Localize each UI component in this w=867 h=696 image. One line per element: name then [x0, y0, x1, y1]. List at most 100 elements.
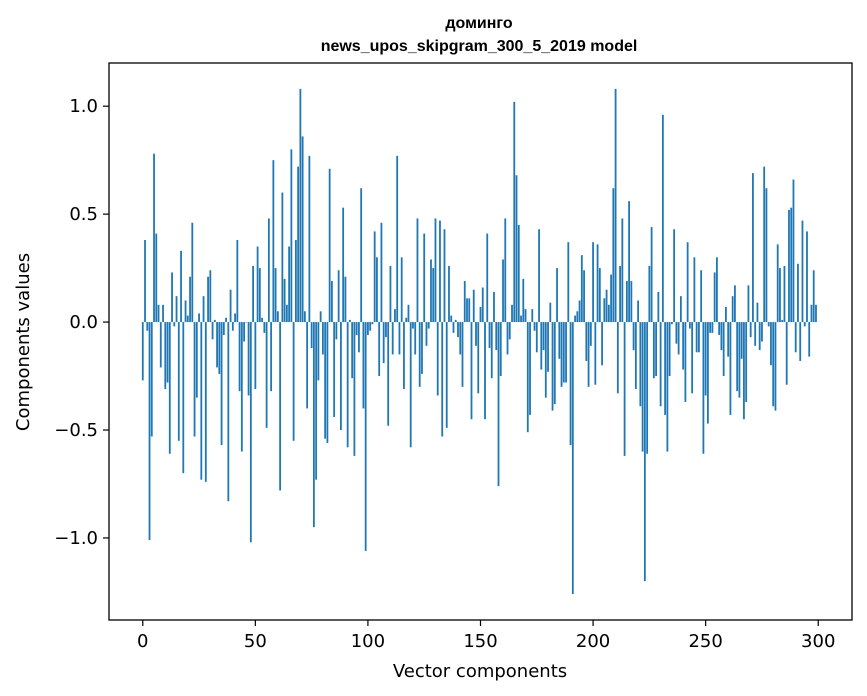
bar [522, 278, 525, 323]
bar [153, 153, 155, 323]
bar [229, 289, 232, 323]
bar [538, 229, 540, 323]
bar [243, 322, 245, 342]
bar [443, 229, 446, 323]
bar [396, 155, 399, 323]
bar [691, 322, 694, 394]
x-tick-label: 0 [137, 631, 148, 652]
bar [808, 322, 811, 357]
bar [535, 322, 538, 353]
bar [758, 322, 761, 351]
bar [301, 136, 304, 323]
x-axis-label: Vector components [393, 661, 567, 682]
bar [439, 220, 441, 323]
bar [213, 319, 216, 323]
bar [389, 265, 392, 323]
bar [727, 322, 730, 357]
bar [801, 220, 804, 323]
bar [729, 322, 732, 415]
bar [407, 304, 410, 323]
bar [740, 322, 743, 359]
y-tick-label: 0.0 [69, 312, 98, 333]
bar [526, 322, 529, 433]
bar [252, 265, 254, 323]
bar [637, 300, 640, 323]
y-axis-label: Components values [13, 253, 34, 431]
bar [285, 304, 288, 323]
bar [376, 257, 378, 323]
bar [144, 240, 146, 323]
bar [621, 218, 624, 323]
bar [734, 285, 736, 323]
bar [380, 222, 383, 323]
bar [470, 322, 473, 420]
bar [648, 265, 651, 323]
bar [466, 298, 468, 323]
bar [157, 304, 160, 323]
bar [560, 322, 563, 387]
bar [189, 276, 191, 323]
bar [657, 291, 660, 323]
bar [668, 322, 671, 377]
bar [504, 218, 507, 323]
bar [716, 257, 718, 323]
bar [616, 322, 619, 394]
bar [468, 298, 471, 323]
bar [324, 322, 327, 439]
bar [704, 322, 707, 396]
bar [162, 304, 164, 323]
bar [240, 322, 243, 452]
bar [454, 319, 457, 323]
bar [664, 322, 667, 415]
x-tick-label: 300 [801, 631, 835, 652]
bar [531, 309, 534, 323]
bar [331, 281, 333, 323]
bar [484, 322, 486, 420]
bar [150, 322, 153, 437]
x-tick-label: 100 [351, 631, 385, 652]
bar [652, 322, 655, 379]
bar [797, 263, 799, 323]
bar [256, 246, 259, 323]
bar [594, 322, 597, 385]
bar [382, 322, 385, 364]
bar [274, 268, 277, 323]
bar [351, 322, 354, 379]
bar [790, 207, 793, 323]
bar [499, 322, 502, 377]
bar [682, 322, 685, 370]
bar [202, 296, 205, 323]
bar [607, 304, 610, 323]
bar [412, 322, 414, 329]
bar [679, 296, 682, 323]
bar [619, 265, 621, 323]
bar [670, 322, 673, 325]
bar [639, 322, 642, 407]
bar [661, 114, 664, 323]
bar [646, 322, 649, 454]
bar [752, 173, 754, 323]
bar [319, 311, 322, 323]
bar [493, 291, 495, 323]
bar [231, 322, 234, 331]
bar [312, 322, 315, 528]
bar [567, 242, 570, 323]
bar [580, 255, 583, 323]
bar [551, 322, 554, 411]
x-tick-label: 250 [688, 631, 722, 652]
bar [346, 322, 349, 448]
bar [207, 276, 209, 323]
bar [585, 322, 588, 361]
bar [698, 322, 700, 353]
bar [198, 313, 200, 323]
bar [695, 322, 698, 353]
bar [610, 274, 612, 323]
bar [520, 315, 522, 323]
bar [371, 322, 374, 325]
bar [166, 322, 169, 383]
bar [659, 322, 662, 407]
bar [276, 311, 279, 323]
bar [267, 218, 270, 323]
bar [763, 166, 766, 323]
